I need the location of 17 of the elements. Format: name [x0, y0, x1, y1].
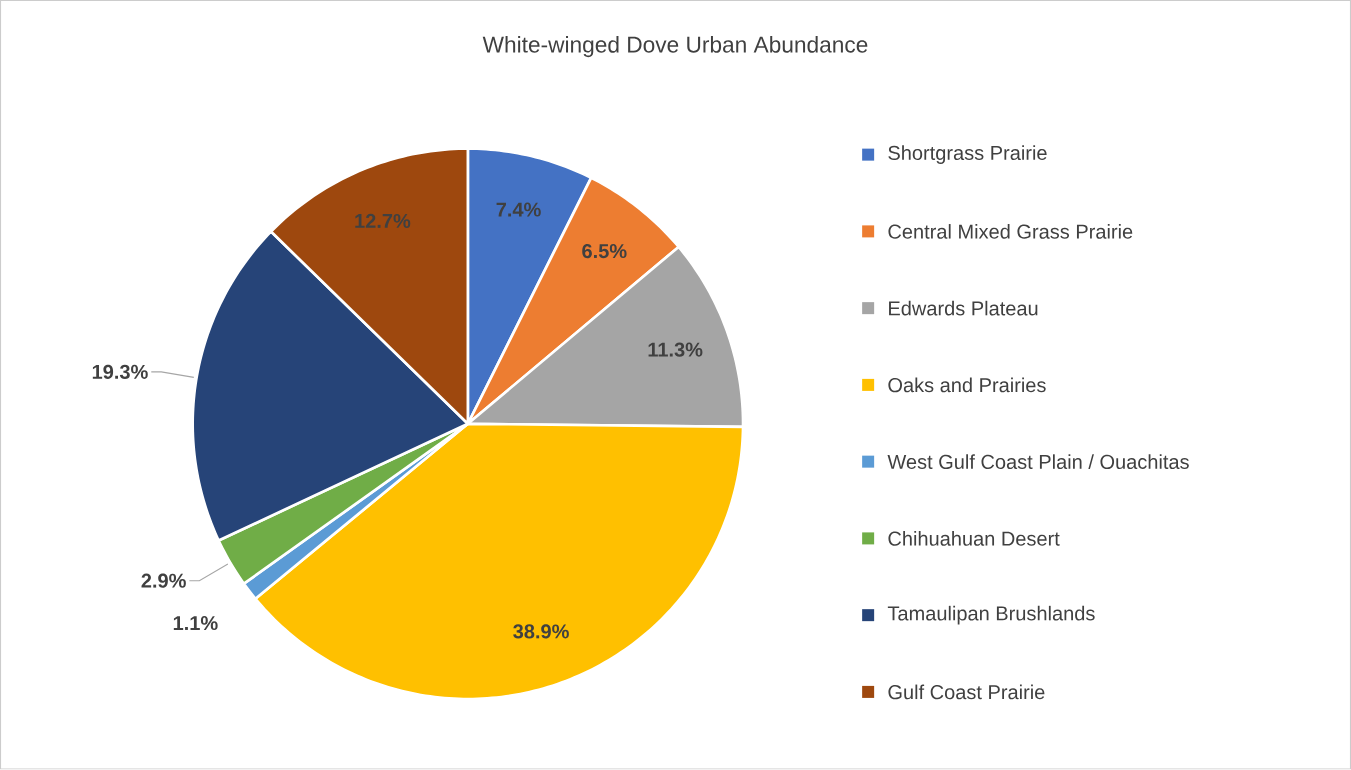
legend-label: Chihuahuan Desert	[888, 531, 1060, 546]
legend-label: Central Mixed Grass Prairie	[888, 224, 1133, 239]
data-label: 2.9%	[141, 573, 186, 588]
data-label: 19.3%	[92, 364, 148, 380]
data-label: 12.7%	[355, 214, 411, 229]
data-label: 1.1%	[173, 616, 218, 631]
data-label: 11.3%	[648, 342, 703, 357]
legend-label: West Gulf Coast Plain / Ouachitas	[887, 454, 1189, 470]
legend-label: Edwards Plateau	[889, 301, 1038, 316]
data-label: 38.9%	[513, 624, 569, 639]
legend-label: Gulf Coast Prairie	[888, 684, 1045, 700]
chart-title: White-winged Dove Urban Abundance	[482, 36, 868, 58]
data-label: 7.4%	[496, 202, 541, 217]
legend-label: Shortgrass Prairie	[888, 145, 1047, 165]
data-label: 6.5%	[582, 244, 627, 259]
legend-label: Tamaulipan Brushlands	[887, 606, 1095, 625]
legend-label: Oaks and Prairies	[888, 377, 1046, 393]
